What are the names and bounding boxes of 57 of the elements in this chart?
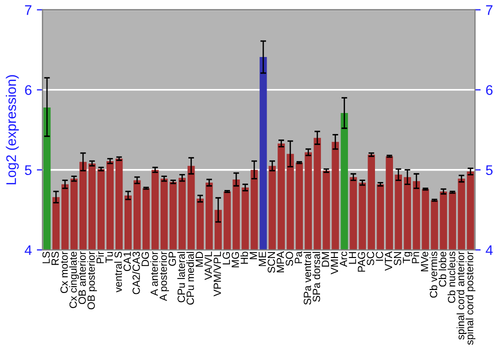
y-tick-label: 7 xyxy=(25,5,32,15)
x-tick-label: Pn xyxy=(412,252,420,264)
x-tick-label: CPu medial xyxy=(186,252,194,305)
x-tick-label: SCN xyxy=(268,252,276,273)
x-tick-label: OB anterior xyxy=(78,251,86,304)
x-tick-label: A posterior xyxy=(159,251,169,302)
x-tick-label: Tu xyxy=(106,252,113,263)
y-tick-label: 5 xyxy=(24,165,32,176)
y2-tick-label: 5 xyxy=(486,165,493,176)
x-tick-label: Arc xyxy=(340,252,348,267)
x-tick-label: SO xyxy=(286,252,294,266)
y2-tick-label: 6 xyxy=(486,85,493,96)
x-tick-label: VTA xyxy=(384,251,392,271)
x-tick-label: LS xyxy=(42,252,50,264)
x-tick-label: Cx motor xyxy=(60,251,68,294)
x-tick-label: IC xyxy=(376,252,384,261)
x-tick-label: Cx cingulate xyxy=(69,252,79,308)
x-tick-label: Pir xyxy=(96,251,104,264)
x-tick-label: PAG xyxy=(358,252,366,272)
x-tick-label: RS xyxy=(51,252,59,265)
x-tick-label: SC xyxy=(366,252,374,266)
x-tick-label: MG xyxy=(232,252,240,268)
x-tick-label: MPA xyxy=(276,251,284,272)
x-tick-label: M xyxy=(250,252,257,260)
x-tick-label: SPa dorsal xyxy=(312,252,320,302)
x-tick-label: OB posterior xyxy=(87,251,97,310)
x-tick-label: Pa xyxy=(294,251,302,264)
x-tick-label: spinal cord posterior xyxy=(466,251,476,345)
y-tick-label: 6 xyxy=(25,85,32,96)
x-tick-label: ME xyxy=(258,252,266,266)
x-tick-label: Cb nucleus xyxy=(448,252,456,303)
y-axis-title: Log2 (expression) xyxy=(6,75,19,184)
y2-tick-label: 7 xyxy=(486,5,492,15)
x-tick-label: GP xyxy=(168,252,176,266)
x-tick-label: Hb xyxy=(240,252,248,264)
x-tick-label: Cb vermis xyxy=(430,252,438,298)
x-tick-label: MD xyxy=(196,252,203,267)
x-tick-label: Tg xyxy=(402,252,412,264)
x-tick-label: VPM/VPL xyxy=(213,252,221,296)
x-tick-label: CA1 xyxy=(124,252,131,272)
x-tick-label: LG xyxy=(222,252,230,264)
x-tick-label: A anterior xyxy=(150,251,158,296)
x-tick-label: SPa ventral xyxy=(303,252,312,305)
y2-tick-label: 4 xyxy=(486,245,493,255)
x-tick-label: VA/VL xyxy=(204,252,212,280)
x-tick-label: CA2/CA3 xyxy=(132,252,140,294)
x-tick-label: DG xyxy=(142,252,149,266)
x-tick-label: LH xyxy=(348,252,356,264)
x-tick-label: VMH xyxy=(330,252,338,274)
x-tick-label: MVe xyxy=(420,252,428,272)
x-tick-label: CPu lateral xyxy=(177,252,185,302)
x-tick-label: Cb lobe xyxy=(438,252,446,287)
x-tick-label: ventral S xyxy=(114,252,122,292)
x-tick-label: spinal cord anterior xyxy=(456,251,466,340)
x-tick-label: DM xyxy=(322,252,330,267)
x-tick-label: SN xyxy=(394,252,402,266)
y-tick-label: 4 xyxy=(24,245,32,255)
